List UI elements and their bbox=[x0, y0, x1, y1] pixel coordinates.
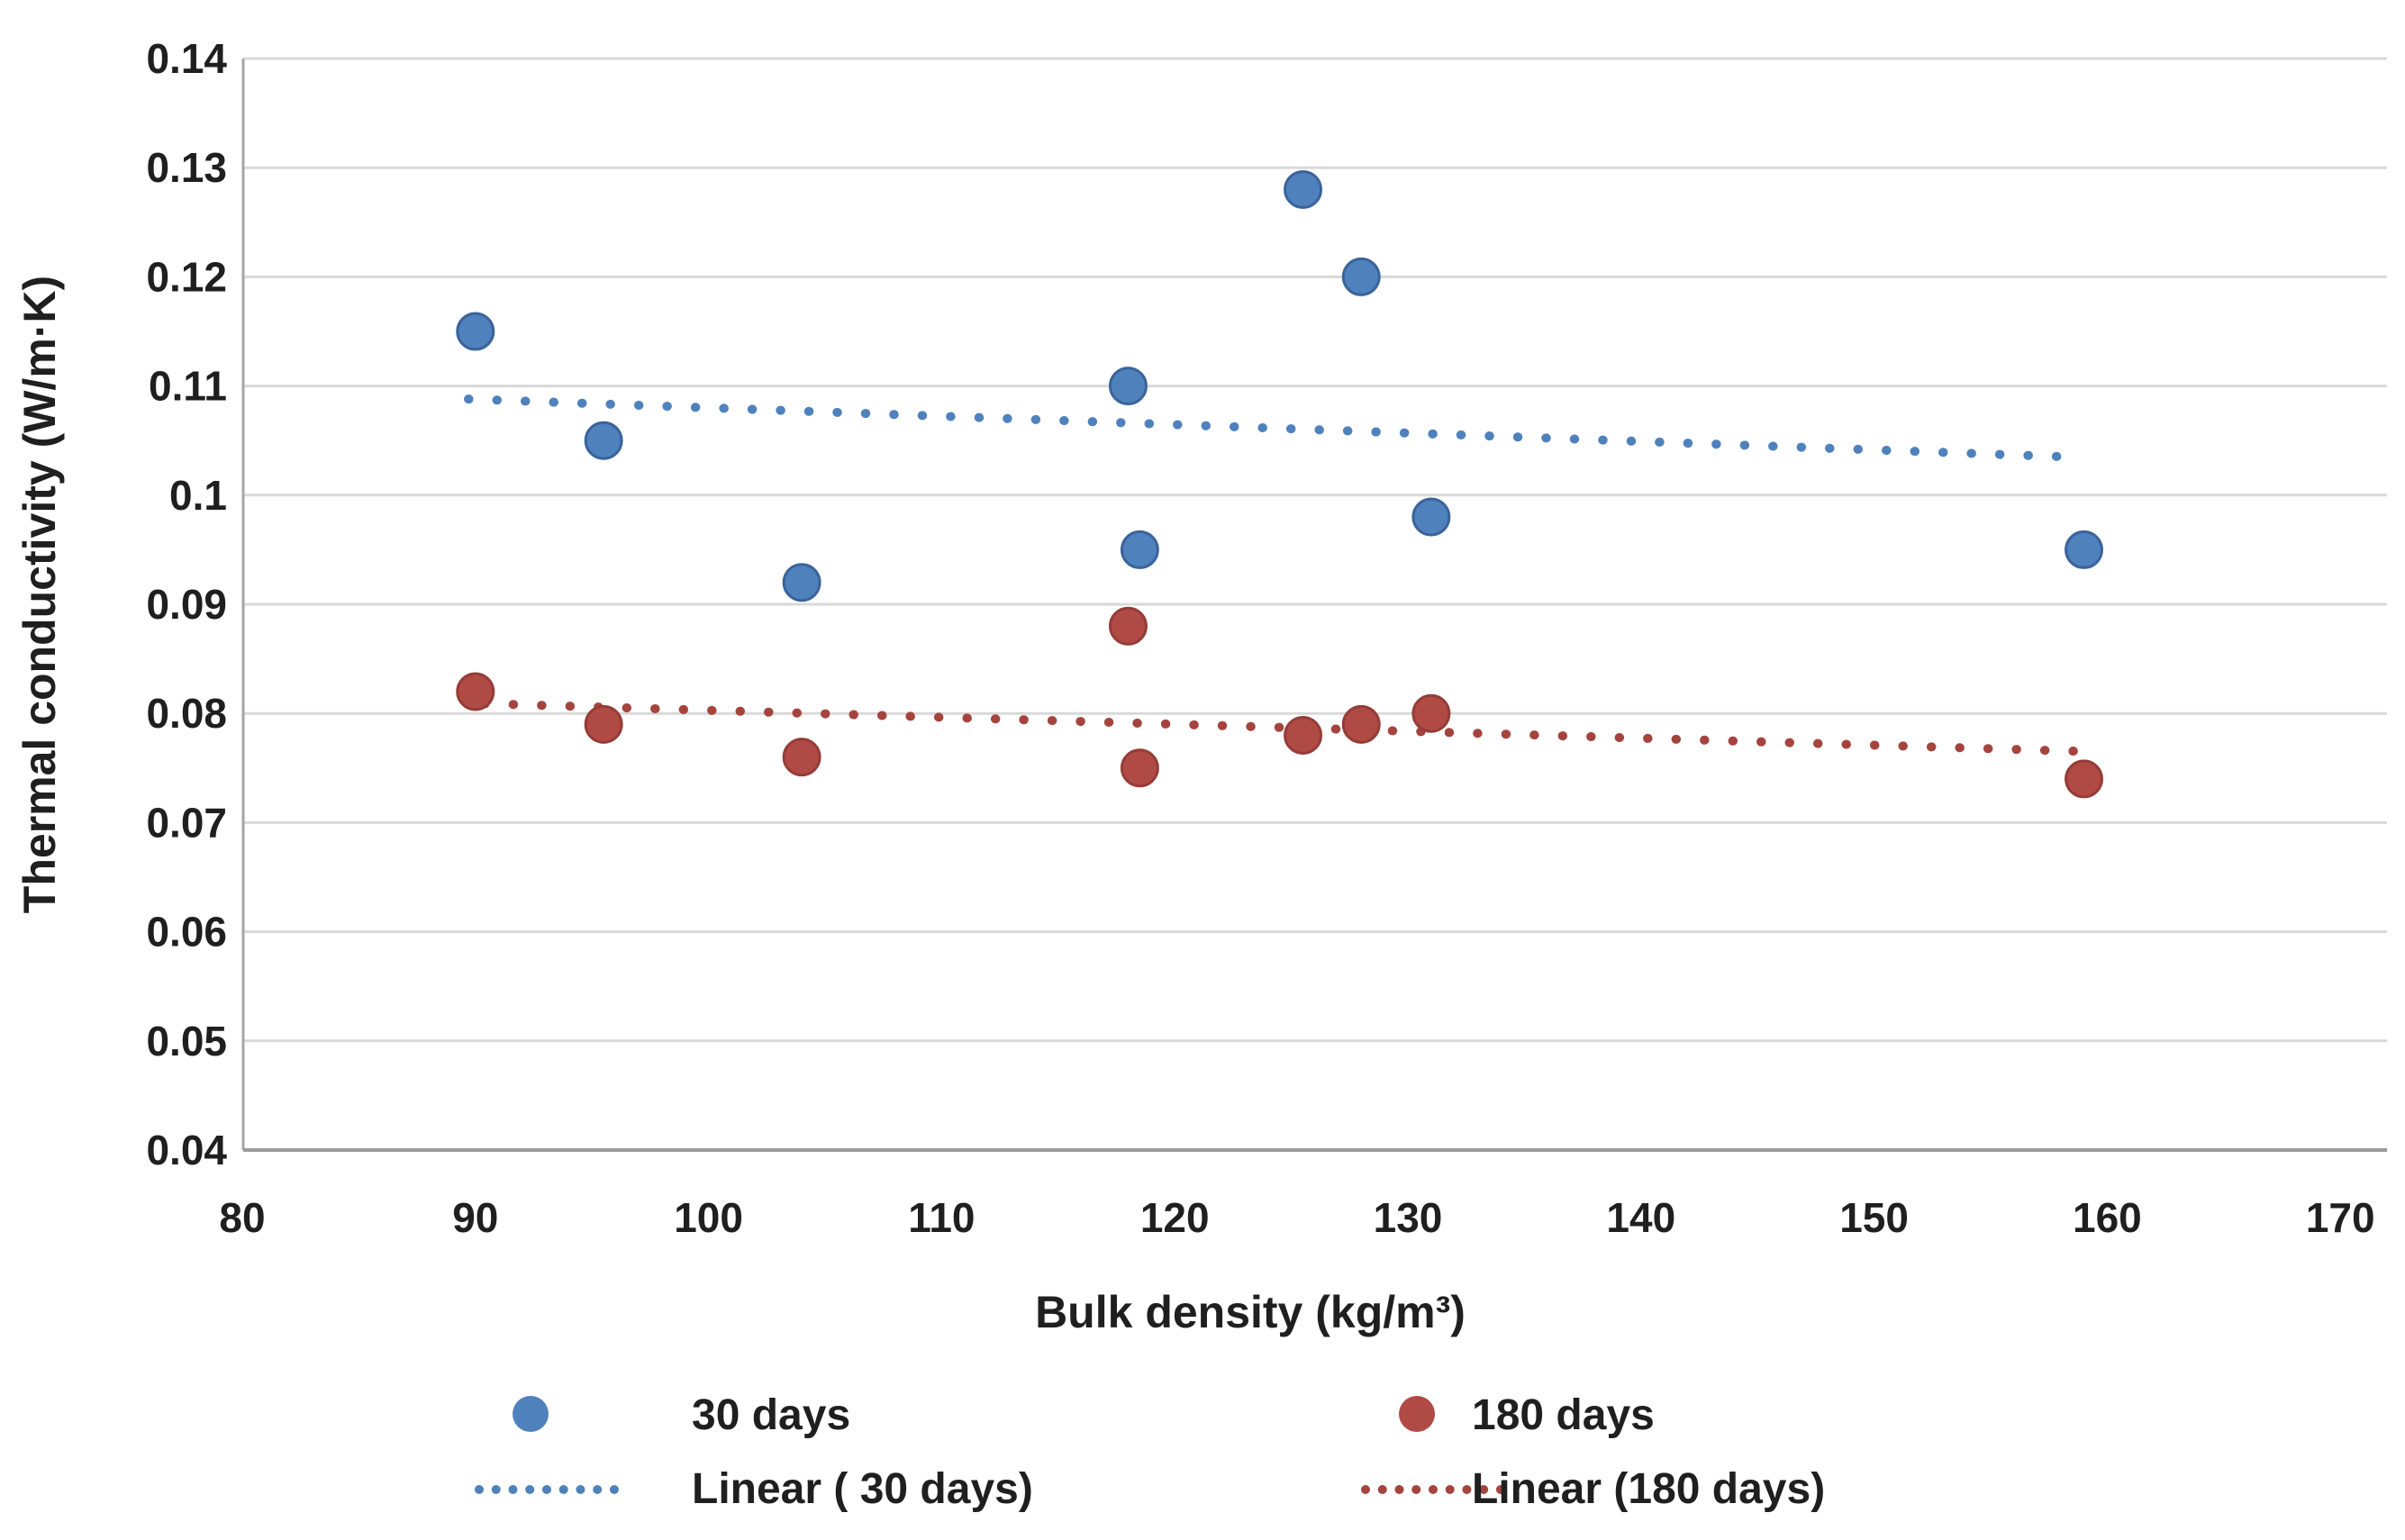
y-tick-label: 0.07 bbox=[146, 799, 227, 846]
x-tick-label: 160 bbox=[2073, 1194, 2142, 1241]
data-point bbox=[584, 704, 623, 744]
data-point bbox=[782, 563, 821, 602]
x-tick-label: 80 bbox=[219, 1194, 265, 1241]
data-point bbox=[2065, 759, 2104, 799]
y-tick-label: 0.11 bbox=[149, 363, 227, 410]
trendline-linear-30-days- bbox=[464, 394, 2074, 462]
y-tick-label: 0.08 bbox=[146, 690, 227, 737]
data-point bbox=[1120, 748, 1159, 788]
x-axis-title: Bulk density (kg/m³) bbox=[1035, 1287, 1466, 1337]
x-tick-label: 150 bbox=[1839, 1194, 1909, 1241]
data-point bbox=[584, 421, 623, 460]
data-point bbox=[2065, 530, 2104, 569]
legend-label-linear-30-days: Linear ( 30 days) bbox=[692, 1465, 1033, 1513]
data-point bbox=[1108, 367, 1148, 406]
data-point bbox=[1108, 606, 1148, 646]
x-tick-label: 130 bbox=[1374, 1194, 1443, 1241]
legend-marker-30-days bbox=[513, 1396, 549, 1432]
legend-label-30-days: 30 days bbox=[692, 1391, 851, 1439]
y-axis-labels: 0.14 0.13 0.12 0.11 0.1 0.09 0.08 0.07 0.06 0.05 0… bbox=[146, 35, 227, 1173]
x-tick-label: 120 bbox=[1140, 1194, 1210, 1241]
y-axis-title: Thermal conductivity (W/m·K) bbox=[14, 275, 65, 914]
data-point bbox=[1341, 257, 1381, 296]
y-tick-label: 0.1 bbox=[169, 472, 227, 519]
data-point bbox=[1284, 169, 1323, 209]
data-point bbox=[1411, 497, 1451, 537]
x-axis-labels: 80 90 100 110 120 130 140 150 160 170 bbox=[219, 1194, 2374, 1241]
x-tick-label: 170 bbox=[2306, 1194, 2375, 1241]
data-point bbox=[456, 312, 495, 351]
y-tick-label: 0.12 bbox=[146, 253, 227, 300]
data-point bbox=[1341, 704, 1381, 744]
legend-marker-180-days bbox=[1399, 1396, 1435, 1432]
y-tick-label: 0.13 bbox=[146, 144, 227, 191]
legend-label-180-days: 180 days bbox=[1472, 1391, 1655, 1439]
y-tick-label: 0.05 bbox=[146, 1018, 227, 1064]
legend-swatch-linear-180-days bbox=[1361, 1485, 1505, 1494]
legend-swatch-linear-30-days bbox=[475, 1485, 619, 1494]
y-tick-label: 0.09 bbox=[146, 581, 227, 628]
x-tick-label: 110 bbox=[908, 1194, 975, 1241]
data-point bbox=[1120, 530, 1159, 569]
y-tick-label: 0.06 bbox=[146, 909, 227, 956]
legend-label-linear-180-days: Linear (180 days) bbox=[1472, 1465, 1826, 1513]
axis-lines bbox=[241, 59, 2387, 1152]
y-tick-label: 0.04 bbox=[146, 1127, 227, 1173]
series-180-days bbox=[456, 606, 2104, 799]
x-tick-label: 100 bbox=[674, 1194, 743, 1241]
x-tick-label: 140 bbox=[1606, 1194, 1675, 1241]
series-30-days bbox=[456, 169, 2104, 602]
data-point bbox=[782, 738, 821, 777]
data-point bbox=[456, 672, 495, 711]
data-point bbox=[1284, 715, 1323, 755]
data-point bbox=[1411, 693, 1451, 733]
x-tick-label: 90 bbox=[452, 1194, 498, 1241]
y-tick-label: 0.14 bbox=[146, 35, 227, 82]
